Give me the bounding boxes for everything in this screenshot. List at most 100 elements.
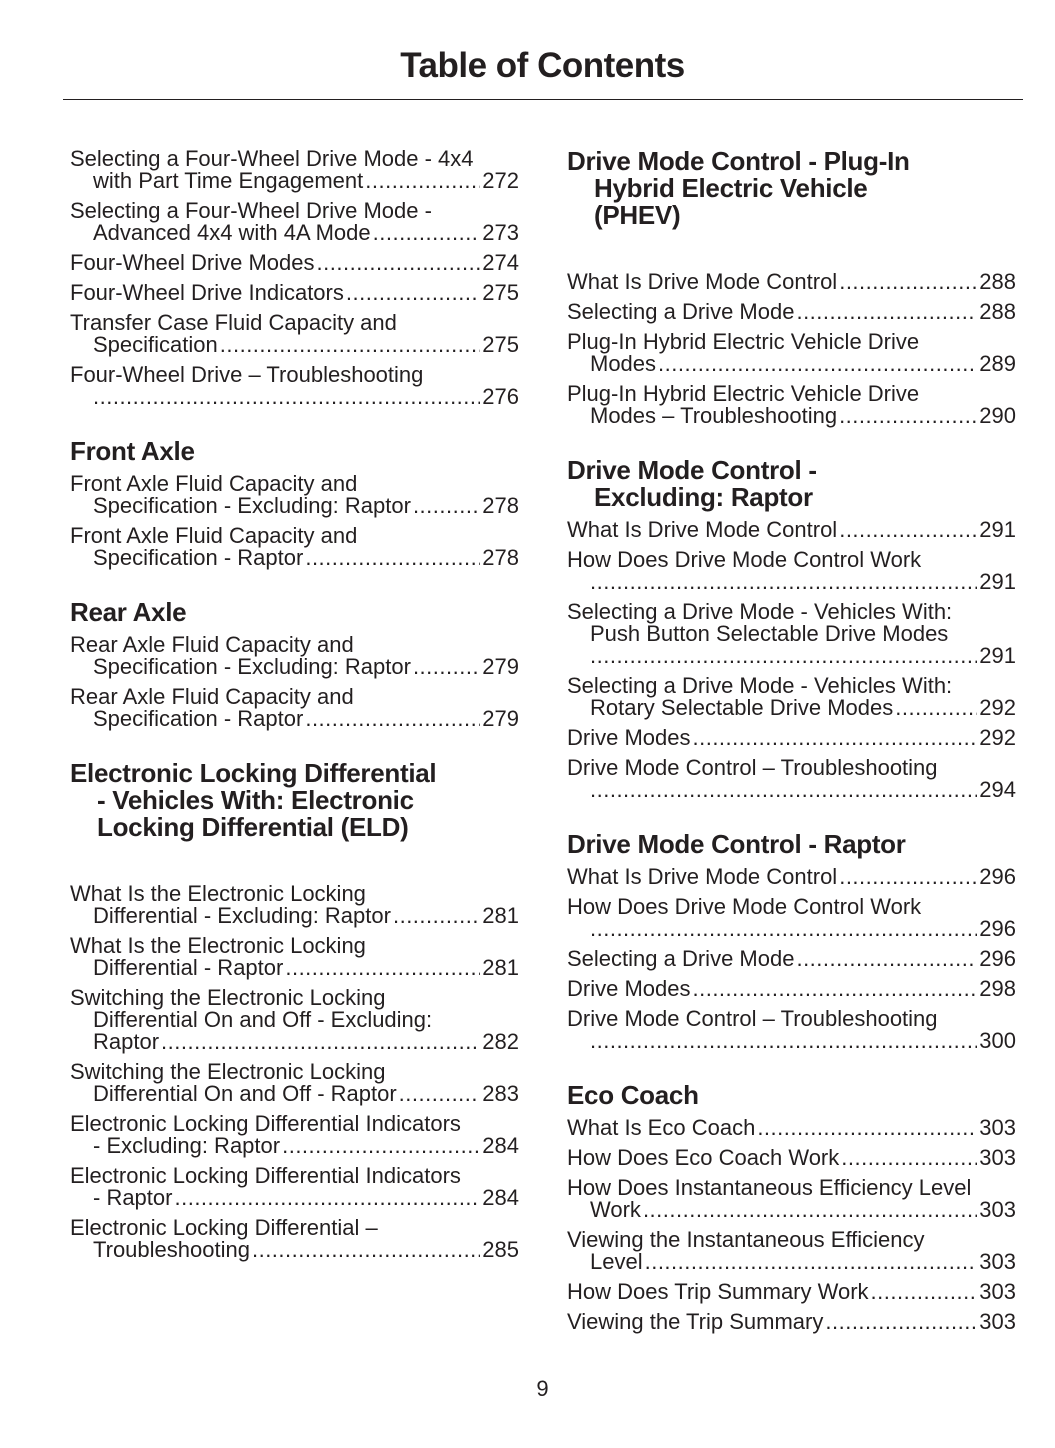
entry-page-number: 292 <box>979 695 1016 720</box>
entry-title-line: - Excluding: Raptor <box>93 1133 281 1158</box>
entry-last-line: - Raptor 284 <box>70 1187 519 1209</box>
toc-entry[interactable]: Switching the Electronic Locking Differen… <box>70 987 519 1053</box>
dot-leader <box>645 1251 978 1273</box>
toc-entry[interactable]: What Is Drive Mode Control 291 <box>567 519 1016 541</box>
toc-entry[interactable]: Four-Wheel Drive Indicators 275 <box>70 282 519 304</box>
toc-entry[interactable]: Four-Wheel Drive Modes 274 <box>70 252 519 274</box>
toc-entry[interactable]: How Does Drive Mode Control Work 291 <box>567 549 1016 593</box>
entry-last-line: Advanced 4x4 with 4A Mode 273 <box>70 222 519 244</box>
section-heading-line: Hybrid Electric Vehicle <box>594 173 868 203</box>
entry-page-number: 290 <box>979 403 1016 428</box>
section-heading: Eco Coach <box>567 1082 1016 1109</box>
dot-leader <box>841 1147 977 1169</box>
toc-entry[interactable]: How Does Eco Coach Work 303 <box>567 1147 1016 1169</box>
entry-title-line: Switching the Electronic Locking <box>70 1059 386 1084</box>
toc-entry[interactable]: Plug-In Hybrid Electric Vehicle Drive Mod… <box>567 331 1016 375</box>
toc-entry[interactable]: Drive Modes 298 <box>567 978 1016 1000</box>
dot-leader <box>399 1083 481 1105</box>
toc-entry[interactable]: How Does Drive Mode Control Work 296 <box>567 896 1016 940</box>
dot-leader <box>757 1117 977 1139</box>
toc-entry[interactable]: Electronic Locking Differential Indicato… <box>70 1113 519 1157</box>
toc-entry[interactable]: Drive Mode Control – Troubleshooting 294 <box>567 757 1016 801</box>
entry-title-line: Front Axle Fluid Capacity and <box>70 471 358 496</box>
dot-leader <box>590 571 977 593</box>
dot-leader <box>839 866 977 888</box>
toc-entry[interactable]: Drive Modes 292 <box>567 727 1016 749</box>
section-heading-line: - Vehicles With: Electronic <box>97 785 414 815</box>
entry-last-line: Selecting a Drive Mode 296 <box>567 948 1016 970</box>
toc-entry[interactable]: What Is the Electronic Locking Differenti… <box>70 935 519 979</box>
entry-title-line: Rear Axle Fluid Capacity and <box>70 632 354 657</box>
dot-leader <box>796 948 977 970</box>
toc-entry[interactable]: What Is Drive Mode Control 288 <box>567 271 1016 293</box>
dot-leader <box>317 252 481 274</box>
toc-entry[interactable]: How Does Instantaneous Efficiency Level W… <box>567 1177 1016 1221</box>
toc-entry[interactable]: Plug-In Hybrid Electric Vehicle Drive Mod… <box>567 383 1016 427</box>
entry-title-line: Rotary Selectable Drive Modes <box>590 695 894 720</box>
title-divider <box>63 99 1023 100</box>
toc-entry[interactable]: What Is the Electronic Locking Differenti… <box>70 883 519 927</box>
toc-entry[interactable]: Transfer Case Fluid Capacity and Specific… <box>70 312 519 356</box>
toc-entry[interactable]: Electronic Locking Differential Indicato… <box>70 1165 519 1209</box>
entry-title-line: Specification - Excluding: Raptor <box>93 654 411 679</box>
entry-title-line: Drive Mode Control – Troubleshooting <box>567 755 938 780</box>
entry-page-number: 296 <box>979 916 1016 941</box>
dot-leader <box>839 271 977 293</box>
toc-entry[interactable]: Front Axle Fluid Capacity and Specificati… <box>70 473 519 517</box>
toc-entry[interactable]: Switching the Electronic Locking Differen… <box>70 1061 519 1105</box>
entry-title-line: Modes <box>590 351 657 376</box>
entry-title-line: Electronic Locking Differential – <box>70 1215 378 1240</box>
toc-entry[interactable]: How Does Trip Summary Work 303 <box>567 1281 1016 1303</box>
entry-title-line: What Is Drive Mode Control <box>567 517 838 542</box>
toc-entry[interactable]: Selecting a Drive Mode - Vehicles With: P… <box>567 601 1016 667</box>
entry-page-number: 291 <box>979 569 1016 594</box>
toc-entry[interactable]: Selecting a Drive Mode 288 <box>567 301 1016 323</box>
dot-leader <box>285 957 480 979</box>
entry-page-number: 284 <box>482 1133 519 1158</box>
dot-leader <box>692 978 977 1000</box>
entry-title-line: Raptor <box>93 1029 160 1054</box>
toc-entry[interactable]: Viewing the Trip Summary 303 <box>567 1311 1016 1333</box>
entry-title-line: How Does Instantaneous Efficiency Level <box>567 1175 972 1200</box>
entry-title-line: Drive Mode Control – Troubleshooting <box>567 1006 938 1031</box>
toc-entry[interactable]: Front Axle Fluid Capacity and Specificati… <box>70 525 519 569</box>
toc-entry[interactable]: Viewing the Instantaneous Efficiency Leve… <box>567 1229 1016 1273</box>
toc-entry[interactable]: Selecting a Drive Mode 296 <box>567 948 1016 970</box>
entry-title-line: Front Axle Fluid Capacity and <box>70 523 358 548</box>
entry-page-number: 273 <box>482 220 519 245</box>
dot-leader <box>692 727 977 749</box>
entry-last-line: 296 <box>567 918 1016 940</box>
toc-entry[interactable]: Drive Mode Control – Troubleshooting 300 <box>567 1008 1016 1052</box>
entry-title-line: Differential - Raptor <box>93 955 284 980</box>
entry-title-line: How Does Trip Summary Work <box>567 1279 869 1304</box>
entry-title-line: Four-Wheel Drive – Troubleshooting <box>70 362 424 387</box>
toc-entry[interactable]: What Is Drive Mode Control 296 <box>567 866 1016 888</box>
toc-entry[interactable]: Four-Wheel Drive – Troubleshooting 276 <box>70 364 519 408</box>
toc-right-column: Drive Mode Control - Plug-In Hybrid Elect… <box>567 148 1016 1341</box>
toc-entry[interactable]: Rear Axle Fluid Capacity and Specificatio… <box>70 634 519 678</box>
entry-page-number: 303 <box>979 1145 1016 1170</box>
entry-page-number: 303 <box>979 1249 1016 1274</box>
toc-entry[interactable]: Electronic Locking Differential – Trouble… <box>70 1217 519 1261</box>
entry-last-line: Drive Modes 292 <box>567 727 1016 749</box>
toc-entry[interactable]: What Is Eco Coach 303 <box>567 1117 1016 1139</box>
toc-entry[interactable]: Rear Axle Fluid Capacity and Specificatio… <box>70 686 519 730</box>
entry-title-line: Selecting a Four-Wheel Drive Mode - <box>70 198 432 223</box>
entry-title-line: Rear Axle Fluid Capacity and <box>70 684 354 709</box>
dot-leader <box>839 405 977 427</box>
entry-title-line: Electronic Locking Differential Indicato… <box>70 1111 461 1136</box>
entry-page-number: 281 <box>482 955 519 980</box>
entry-last-line: Viewing the Trip Summary 303 <box>567 1311 1016 1333</box>
entry-page-number: 283 <box>482 1081 519 1106</box>
entry-last-line: What Is Drive Mode Control 296 <box>567 866 1016 888</box>
entry-title-line: Switching the Electronic Locking <box>70 985 386 1010</box>
section-heading: Drive Mode Control - Raptor <box>567 831 1016 858</box>
entry-page-number: 288 <box>979 299 1016 324</box>
toc-entry[interactable]: Selecting a Four-Wheel Drive Mode - 4x4 w… <box>70 148 519 192</box>
entry-page-number: 276 <box>482 384 519 409</box>
entry-title-line: What Is the Electronic Locking <box>70 881 366 906</box>
entry-page-number: 282 <box>482 1029 519 1054</box>
dot-leader <box>796 301 977 323</box>
toc-entry[interactable]: Selecting a Four-Wheel Drive Mode - Advan… <box>70 200 519 244</box>
toc-entry[interactable]: Selecting a Drive Mode - Vehicles With: R… <box>567 675 1016 719</box>
